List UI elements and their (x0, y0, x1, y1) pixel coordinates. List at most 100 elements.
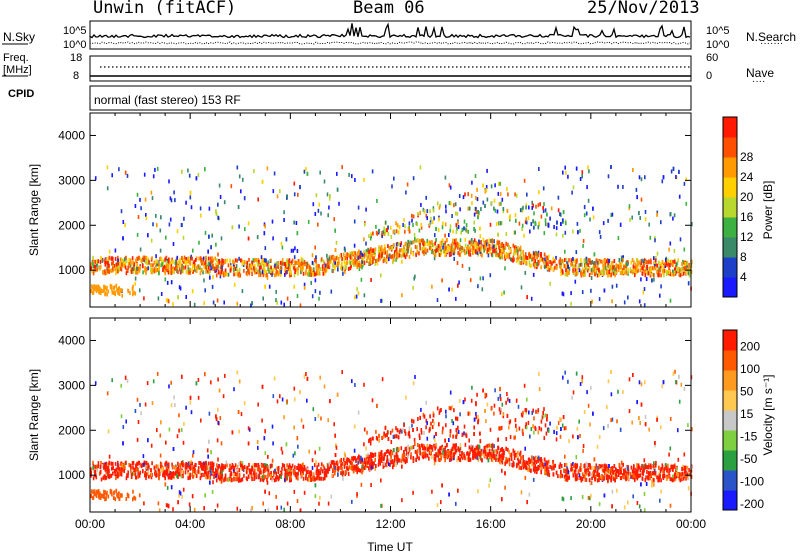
range-gate-cell (256, 262, 259, 267)
range-gate-cell (577, 476, 579, 480)
range-gate-cell (211, 233, 213, 238)
range-gate-cell (508, 244, 510, 249)
range-gate-cell (426, 248, 429, 253)
range-gate-cell (187, 168, 189, 173)
range-gate-cell (529, 253, 531, 258)
range-gate-cell (465, 223, 468, 228)
range-gate-cell (206, 268, 208, 273)
range-gate-cell (560, 272, 562, 276)
range-gate-cell (491, 245, 494, 250)
range-gate-cell (430, 421, 432, 426)
range-gate-cell (169, 260, 172, 265)
range-gate-cell (515, 218, 517, 223)
range-gate-cell (264, 260, 266, 265)
range-gate-cell (639, 216, 641, 220)
range-gate-cell (117, 255, 119, 260)
range-gate-cell (260, 265, 262, 270)
range-gate-cell (266, 464, 268, 469)
range-gate-cell (366, 430, 368, 435)
range-gate-cell (313, 270, 315, 275)
range-gate-cell (270, 269, 272, 274)
range-gate-cell (98, 266, 101, 271)
range-gate-cell (157, 262, 159, 267)
range-gate-cell (654, 266, 657, 271)
range-gate-cell (90, 265, 92, 270)
range-gate-cell (314, 258, 316, 263)
range-gate-cell (370, 232, 372, 237)
range-gate-cell (537, 203, 540, 208)
range-gate-cell (617, 389, 619, 394)
range-gate-cell (397, 252, 399, 257)
range-gate-cell (484, 445, 487, 450)
range-gate-cell (670, 169, 673, 174)
range-gate-cell (582, 239, 585, 243)
range-gate-cell (560, 417, 562, 422)
range-gate-cell (535, 255, 538, 260)
y-tick-label: 2000 (58, 218, 85, 232)
range-gate-cell (482, 200, 485, 205)
range-gate-cell (489, 222, 492, 227)
range-gate-cell (531, 257, 533, 262)
range-gate-cell (216, 264, 218, 269)
range-gate-cell (643, 287, 646, 291)
range-gate-cell (524, 219, 527, 224)
range-gate-cell (462, 455, 464, 460)
range-gate-cell (395, 457, 397, 462)
range-gate-cell (588, 258, 591, 263)
range-gate-cell (341, 261, 343, 266)
range-gate-cell (464, 251, 466, 256)
range-gate-cell (525, 205, 527, 210)
range-gate-cell (482, 276, 484, 281)
range-gate-cell (285, 270, 287, 275)
range-gate-cell (483, 241, 486, 246)
range-gate-cell (349, 266, 352, 271)
range-gate-cell (365, 207, 367, 212)
range-gate-cell (121, 262, 123, 267)
range-gate-cell (203, 301, 205, 306)
range-gate-cell (549, 281, 551, 286)
range-gate-cell (96, 490, 98, 495)
range-gate-cell (364, 461, 367, 465)
range-gate-cell (271, 272, 273, 277)
range-gate-cell (107, 269, 109, 274)
range-gate-cell (534, 425, 536, 430)
range-gate-cell (405, 249, 408, 254)
range-gate-cell (268, 491, 271, 496)
range-gate-cell (300, 418, 303, 423)
range-gate-cell (292, 248, 295, 253)
range-gate-cell (583, 205, 586, 210)
range-gate-cell (393, 176, 395, 181)
range-gate-cell (327, 418, 329, 423)
range-gate-cell (581, 272, 584, 277)
range-gate-cell (454, 241, 457, 246)
range-gate-cell (104, 462, 107, 467)
range-gate-cell (91, 269, 93, 274)
range-gate-cell (583, 213, 586, 218)
range-gate-cell (273, 376, 276, 381)
y-tick-label: 1000 (58, 263, 85, 277)
range-gate-cell (308, 263, 310, 268)
range-gate-cell (259, 477, 262, 482)
range-gate-cell (184, 265, 187, 270)
range-gate-cell (545, 431, 548, 436)
range-gate-cell (236, 165, 239, 170)
range-gate-cell (425, 418, 428, 423)
range-gate-cell (574, 263, 577, 268)
range-gate-cell (238, 429, 240, 434)
range-gate-cell (357, 205, 360, 210)
range-gate-cell (207, 266, 209, 271)
range-gate-cell (481, 287, 484, 292)
range-gate-cell (132, 284, 134, 289)
range-gate-cell (448, 287, 450, 292)
range-gate-cell (181, 494, 183, 499)
range-gate-cell (652, 464, 654, 469)
range-gate-cell (442, 243, 445, 247)
range-gate-cell (486, 197, 489, 202)
range-gate-cell (631, 474, 633, 479)
range-gate-cell (619, 265, 622, 270)
range-gate-cell (647, 260, 649, 265)
range-gate-cell (300, 261, 303, 266)
range-gate-cell (542, 209, 545, 214)
range-gate-cell (286, 463, 288, 468)
range-gate-cell (464, 243, 467, 248)
